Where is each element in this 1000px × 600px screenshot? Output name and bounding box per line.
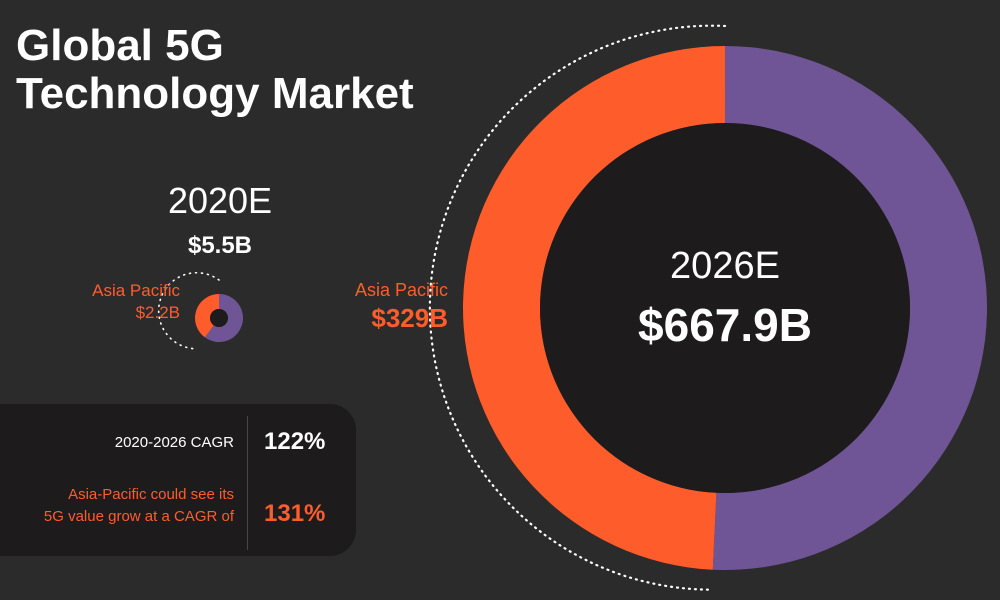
cagr-divider <box>247 416 248 550</box>
title-line-2: Technology Market <box>16 69 414 118</box>
cagr-panel: 2020-2026 CAGR 122% Asia-Pacific could s… <box>0 404 356 556</box>
asia-pacific-cagr-value: 131% <box>264 500 326 527</box>
donut-2020-rest-slice <box>204 294 244 342</box>
asia-pacific-2020-label: Asia Pacific $2.2B <box>92 280 180 324</box>
year-2026: 2026E <box>670 245 780 287</box>
asia-pacific-2020-name: Asia Pacific <box>92 281 180 300</box>
page-title: Global 5G Technology Market <box>16 22 414 118</box>
asia-pacific-2026-label: Asia Pacific $329B <box>355 276 448 332</box>
asia-pacific-2026-name: Asia Pacific <box>354 280 448 300</box>
asia-pacific-2026-value: $329B <box>371 303 448 333</box>
donut-2020 <box>157 271 244 350</box>
asia-pacific-2020-value: $2.2B <box>135 303 180 322</box>
total-2020: $5.5B <box>187 232 253 259</box>
asia-pacific-cagr-line-2: 5G value grow at a CAGR of <box>43 508 234 525</box>
donut-2020-asia-pacific-slice <box>195 294 219 338</box>
asia-pacific-cagr-line-1: Asia-Pacific could see its <box>68 486 234 503</box>
cagr-label: 2020-2026 CAGR <box>114 434 234 451</box>
cagr-value: 122% <box>264 428 326 455</box>
donut-2020-asia-pacific-bracket <box>157 271 220 350</box>
donut-2026 <box>428 24 987 591</box>
asia-pacific-cagr-label: Asia-Pacific could see its 5G value grow… <box>44 484 234 528</box>
donut-2026-center <box>540 123 910 493</box>
year-2020: 2020E <box>167 180 273 221</box>
donut-2026-asia-pacific-slice <box>462 46 725 570</box>
total-2026: $667.9B <box>638 299 812 351</box>
donut-2026-rest-slice <box>712 46 987 570</box>
donut-2026-asia-pacific-bracket <box>428 24 727 591</box>
donut-2020-center <box>210 309 228 327</box>
title-line-1: Global 5G <box>16 21 224 70</box>
